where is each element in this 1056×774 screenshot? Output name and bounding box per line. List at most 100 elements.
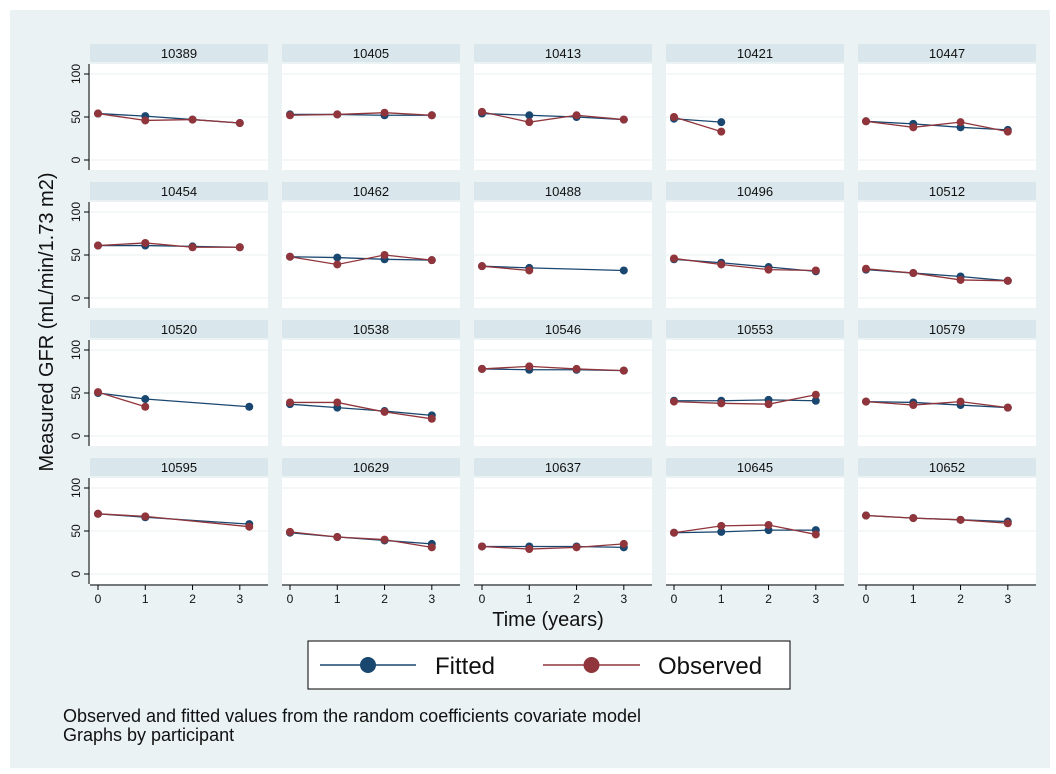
observed-line bbox=[673, 524, 816, 536]
panel-10421: 10421 bbox=[666, 44, 844, 170]
panel-title: 10488 bbox=[545, 184, 581, 199]
legend-marker bbox=[583, 657, 600, 673]
observed-point bbox=[141, 512, 150, 521]
fitted-line bbox=[865, 120, 1008, 131]
observed-point bbox=[572, 364, 581, 373]
observed-point bbox=[380, 108, 389, 117]
note-line-1: Observed and fitted values from the rand… bbox=[63, 706, 641, 726]
fitted-point bbox=[717, 527, 726, 536]
observed-line bbox=[865, 120, 1008, 133]
x-tick-label: 3 bbox=[236, 592, 243, 606]
panel-title: 10629 bbox=[353, 460, 389, 475]
legend-label: Fitted bbox=[435, 653, 495, 680]
fitted-point bbox=[333, 253, 342, 262]
panel-10488: 10488 bbox=[474, 182, 652, 308]
observed-point bbox=[764, 520, 773, 529]
panel-title: 10462 bbox=[353, 184, 389, 199]
fitted-line bbox=[482, 545, 624, 548]
panel-10454: 10454 0 50 100 bbox=[69, 182, 268, 308]
panel-header bbox=[858, 182, 1036, 200]
x-tick-label: 1 bbox=[910, 592, 917, 606]
fitted-line bbox=[481, 112, 624, 121]
panel-header bbox=[282, 44, 460, 62]
y-tick-label: 100 bbox=[69, 202, 83, 222]
observed-point bbox=[764, 265, 773, 274]
observed-point bbox=[94, 109, 102, 118]
observed-line bbox=[289, 254, 432, 266]
x-tick-label: 0 bbox=[479, 592, 486, 606]
panel-title: 10645 bbox=[737, 460, 773, 475]
y-tick-label: 50 bbox=[69, 248, 83, 262]
panel-header bbox=[282, 320, 460, 338]
x-tick-label: 2 bbox=[381, 592, 388, 606]
x-tick-label: 2 bbox=[957, 592, 964, 606]
panel-title: 10579 bbox=[929, 322, 965, 337]
panel-header bbox=[666, 44, 844, 62]
panel-title: 10652 bbox=[929, 460, 965, 475]
observed-line bbox=[673, 257, 816, 272]
panel-header bbox=[858, 320, 1036, 338]
observed-point bbox=[1003, 403, 1012, 412]
legend-label: Observed bbox=[658, 653, 762, 680]
observed-point bbox=[909, 269, 918, 278]
observed-line bbox=[290, 401, 432, 420]
observed-point bbox=[245, 522, 254, 531]
y-tick-label: 100 bbox=[69, 340, 83, 360]
observed-point bbox=[572, 543, 581, 552]
observed-point bbox=[811, 390, 820, 399]
observed-point bbox=[909, 514, 918, 523]
observed-point bbox=[94, 509, 102, 518]
note-line-2: Graphs by participant bbox=[63, 725, 234, 745]
observed-point bbox=[670, 528, 678, 537]
observed-point bbox=[380, 251, 389, 259]
panel-title: 10405 bbox=[353, 46, 389, 61]
observed-line bbox=[289, 531, 432, 548]
panel-header bbox=[90, 44, 268, 62]
panel-10637: 10637 0 1 2 3 bbox=[474, 458, 652, 606]
observed-line bbox=[97, 391, 146, 408]
fitted-point bbox=[245, 402, 254, 411]
x-tick-label: 1 bbox=[142, 592, 149, 606]
observed-point bbox=[1003, 519, 1012, 528]
panel-title: 10553 bbox=[737, 322, 773, 337]
observed-point bbox=[286, 252, 294, 261]
observed-point bbox=[478, 262, 486, 271]
panel-10652: 10652 0 1 2 3 bbox=[858, 458, 1036, 606]
panel-header bbox=[858, 44, 1036, 62]
x-tick-label: 1 bbox=[334, 592, 341, 606]
y-tick-label: 50 bbox=[69, 110, 83, 124]
y-tick-label: 0 bbox=[69, 156, 83, 163]
panel-10538: 10538 bbox=[282, 320, 460, 446]
panel-10447: 10447 bbox=[858, 44, 1036, 170]
panel-10413: 10413 bbox=[474, 44, 652, 170]
observed-line bbox=[481, 543, 624, 550]
legend: Fitted Observed bbox=[307, 640, 791, 690]
observed-point bbox=[670, 254, 678, 263]
panel-title: 10413 bbox=[545, 46, 581, 61]
observed-point bbox=[188, 115, 197, 124]
observed-point bbox=[525, 362, 534, 371]
observed-line bbox=[865, 268, 1008, 282]
observed-point bbox=[956, 397, 965, 406]
panel-header bbox=[666, 182, 844, 200]
observed-line bbox=[865, 400, 1008, 409]
observed-point bbox=[333, 110, 342, 119]
observed-line bbox=[673, 394, 816, 405]
observed-point bbox=[525, 545, 534, 554]
observed-point bbox=[478, 364, 486, 373]
panel-10405: 10405 bbox=[282, 44, 460, 170]
observed-point bbox=[427, 414, 436, 423]
observed-point bbox=[670, 113, 678, 121]
observed-point bbox=[235, 243, 244, 252]
panel-header bbox=[474, 44, 652, 62]
observed-point bbox=[427, 256, 436, 265]
observed-point bbox=[764, 400, 773, 409]
observed-point bbox=[862, 264, 870, 273]
fitted-point bbox=[141, 395, 150, 404]
panel-title: 10447 bbox=[929, 46, 965, 61]
panel-title: 10454 bbox=[161, 184, 197, 199]
observed-point bbox=[141, 238, 150, 247]
y-tick-label: 100 bbox=[69, 64, 83, 84]
panel-10553: 10553 bbox=[666, 320, 844, 446]
